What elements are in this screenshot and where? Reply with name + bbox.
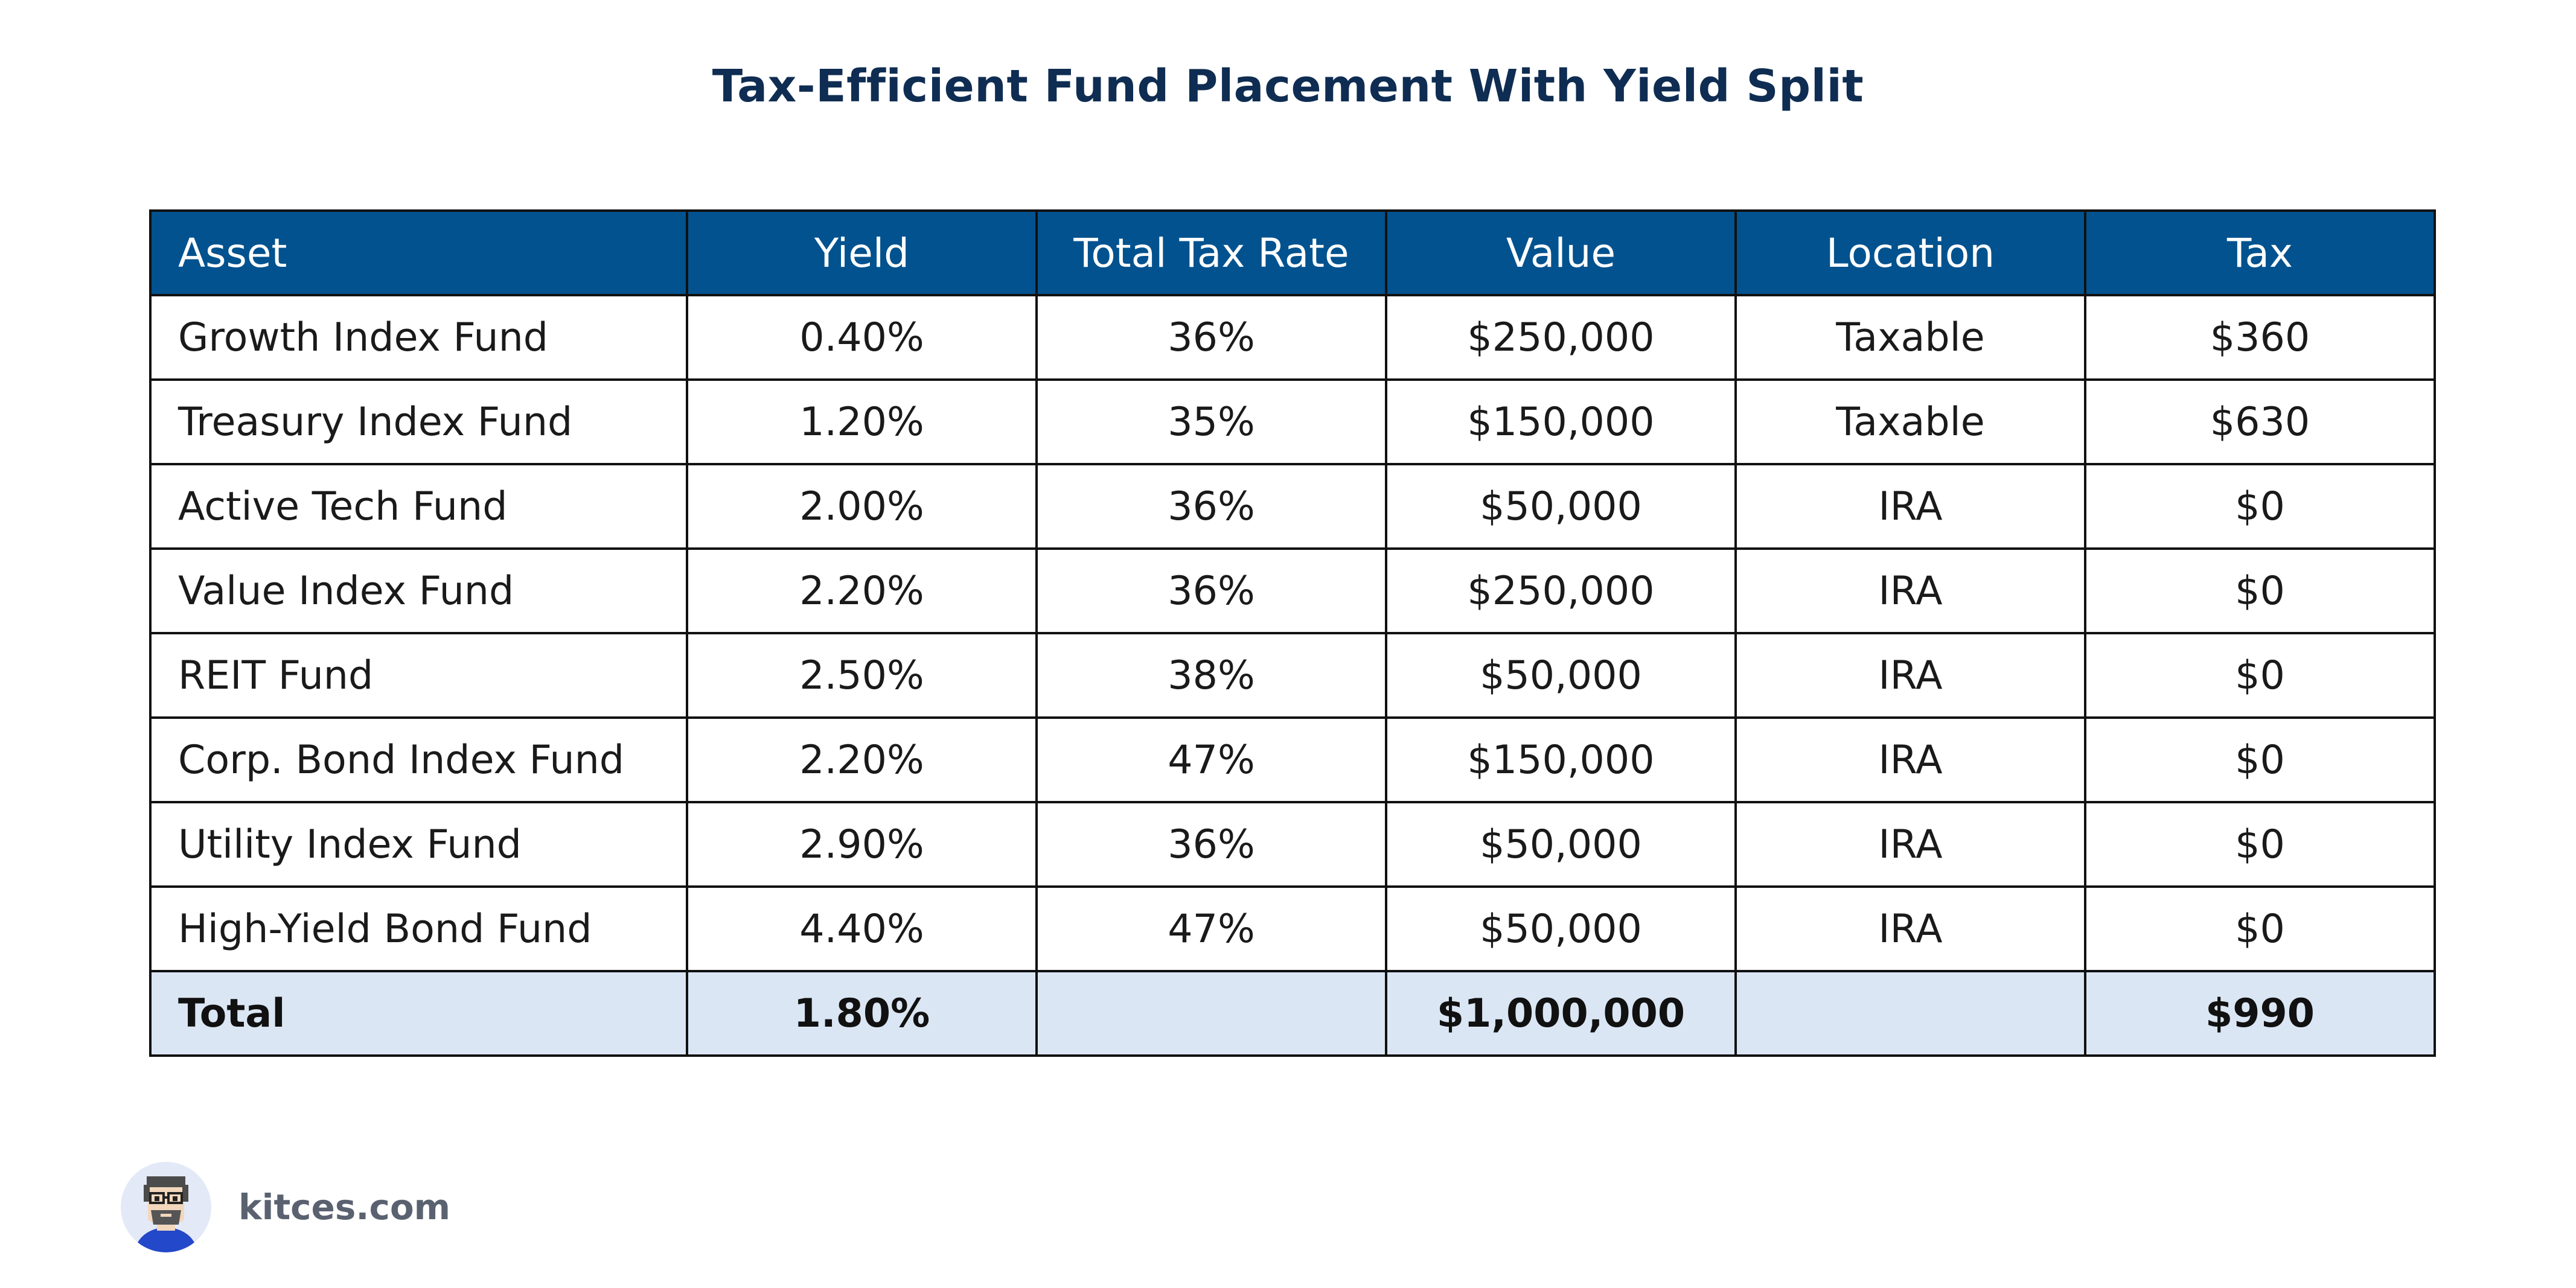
table-cell: 38% (1035, 632, 1387, 719)
table-cell: $360 (2084, 294, 2436, 381)
table-cell: IRA (1734, 463, 2086, 550)
table-row: REIT Fund 2.50% 38% $50,000 IRA $0 (149, 632, 2436, 719)
cartoon-avatar-icon (121, 1162, 211, 1252)
column-header: Total Tax Rate (1035, 209, 1387, 296)
table-cell: 36% (1035, 463, 1387, 550)
table-cell: $150,000 (1385, 716, 1737, 803)
table-cell: Growth Index Fund (149, 294, 688, 381)
column-header: Yield (686, 209, 1038, 296)
total-cell (1734, 970, 2086, 1057)
table-cell: Active Tech Fund (149, 463, 688, 550)
table-row: Treasury Index Fund 1.20% 35% $150,000 Taxab… (149, 378, 2436, 465)
brand-footer: kitces.com (121, 1162, 450, 1252)
table-cell: Taxable (1734, 294, 2086, 381)
table-cell: Utility Index Fund (149, 801, 688, 888)
total-row: Total 1.80% $1,000,000 $990 (149, 970, 2436, 1057)
table-cell: 2.90% (686, 801, 1038, 888)
table-body: Growth Index Fund 0.40% 36% $250,000 Taxable… (149, 294, 2436, 1057)
table-cell: 36% (1035, 294, 1387, 381)
table-cell: 36% (1035, 801, 1387, 888)
table-cell: $0 (2084, 463, 2436, 550)
table-cell: $150,000 (1385, 378, 1737, 465)
table-cell: 47% (1035, 885, 1387, 972)
total-cell: $990 (2084, 970, 2436, 1057)
table-cell: High-Yield Bond Fund (149, 885, 688, 972)
column-header: Tax (2084, 209, 2436, 296)
table-cell: Value Index Fund (149, 547, 688, 634)
table-cell: 36% (1035, 547, 1387, 634)
table-cell: $250,000 (1385, 547, 1737, 634)
table-cell: IRA (1734, 885, 2086, 972)
column-header: Value (1385, 209, 1737, 296)
table-cell: 2.00% (686, 463, 1038, 550)
total-cell: Total (149, 970, 688, 1057)
table-cell: $50,000 (1385, 463, 1737, 550)
table-row: Growth Index Fund 0.40% 36% $250,000 Taxable… (149, 294, 2436, 381)
table-cell: 2.20% (686, 547, 1038, 634)
total-cell (1035, 970, 1387, 1057)
table-row: High-Yield Bond Fund 4.40% 47% $50,000 IRA $0 (149, 885, 2436, 972)
table-row: Value Index Fund 2.20% 36% $250,000 IRA $0 (149, 547, 2436, 634)
table-cell: IRA (1734, 547, 2086, 634)
table-cell: $0 (2084, 632, 2436, 719)
table-cell: $0 (2084, 547, 2436, 634)
table-cell: 2.20% (686, 716, 1038, 803)
table-cell: $630 (2084, 378, 2436, 465)
total-cell: $1,000,000 (1385, 970, 1737, 1057)
table-row: Active Tech Fund 2.00% 36% $50,000 IRA $0 (149, 463, 2436, 550)
table-cell: 35% (1035, 378, 1387, 465)
table-cell: 1.20% (686, 378, 1038, 465)
table-cell: IRA (1734, 632, 2086, 719)
table-cell: IRA (1734, 716, 2086, 803)
total-cell: 1.80% (686, 970, 1038, 1057)
table-cell: Taxable (1734, 378, 2086, 465)
table-cell: $0 (2084, 885, 2436, 972)
table-cell: $250,000 (1385, 294, 1737, 381)
table-header-row: Asset Yield Total Tax Rate Value Location Tax (149, 209, 2436, 296)
table-cell: IRA (1734, 801, 2086, 888)
table-cell: $0 (2084, 716, 2436, 803)
table-cell: $50,000 (1385, 801, 1737, 888)
site-name: kitces.com (238, 1187, 451, 1228)
table-cell: $50,000 (1385, 632, 1737, 719)
table-row: Corp. Bond Index Fund 2.20% 47% $150,000 IRA… (149, 716, 2436, 803)
table-cell: 47% (1035, 716, 1387, 803)
table-cell: Treasury Index Fund (149, 378, 688, 465)
table-cell: 2.50% (686, 632, 1038, 719)
data-table: Asset Yield Total Tax Rate Value Location Tax… (149, 209, 2436, 1057)
table-cell: 0.40% (686, 294, 1038, 381)
table-row: Utility Index Fund 2.90% 36% $50,000 IRA $0 (149, 801, 2436, 888)
column-header: Location (1734, 209, 2086, 296)
table-cell: $0 (2084, 801, 2436, 888)
table-cell: $50,000 (1385, 885, 1737, 972)
table-cell: REIT Fund (149, 632, 688, 719)
chart-title: Tax-Efficient Fund Placement With Yield … (712, 60, 1864, 112)
table-cell: 4.40% (686, 885, 1038, 972)
column-header: Asset (149, 209, 688, 296)
table-cell: Corp. Bond Index Fund (149, 716, 688, 803)
